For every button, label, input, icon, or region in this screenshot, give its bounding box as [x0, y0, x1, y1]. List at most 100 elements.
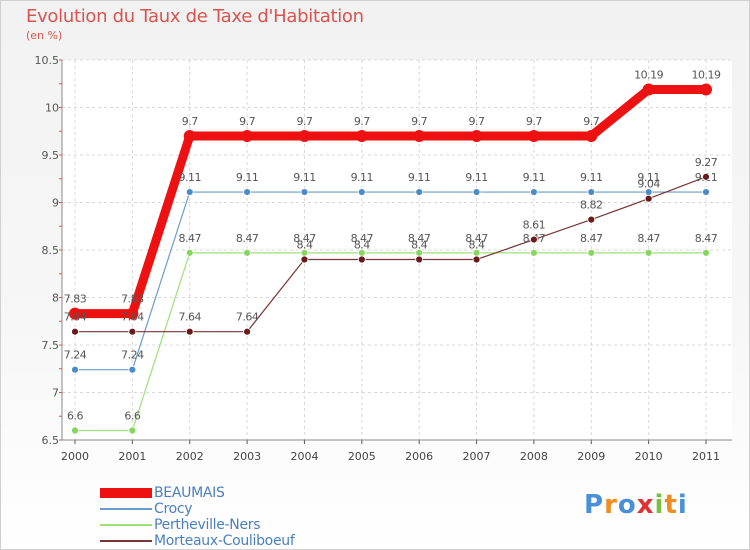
plot-area [62, 60, 732, 440]
data-label: 9.11 [408, 171, 431, 184]
x-tick-label: 2001 [118, 450, 146, 463]
data-label: 8.47 [236, 232, 259, 245]
logo-letter: i [677, 490, 688, 520]
data-point [413, 130, 426, 142]
y-tick-label: 9.5 [42, 149, 60, 162]
legend-label: Morteaux-Couliboeuf [154, 533, 295, 549]
series-line-0 [70, 84, 711, 319]
data-point [243, 248, 251, 257]
data-point [702, 188, 710, 196]
x-tick-label: 2007 [463, 450, 491, 463]
data-point [298, 130, 311, 142]
data-point [243, 188, 251, 196]
y-tick-label: 10.5 [35, 54, 60, 67]
data-point [128, 327, 137, 336]
data-point [185, 188, 194, 196]
legend-item: Crocy [100, 501, 340, 517]
data-point [470, 130, 483, 142]
data-label: 9.04 [637, 178, 660, 191]
data-label: 7.64 [64, 311, 87, 324]
data-label: 6.6 [67, 410, 83, 423]
x-tick-label: 2002 [176, 450, 204, 463]
legend-swatch [100, 540, 152, 542]
legend-swatch [100, 508, 152, 510]
data-point [185, 248, 194, 257]
y-tick-label: 6.5 [42, 434, 60, 447]
logo-letter: o [617, 490, 637, 520]
legend-swatch [100, 524, 152, 526]
data-label: 9.7 [469, 115, 485, 128]
data-label: 9.11 [523, 171, 546, 184]
data-point [71, 365, 79, 374]
data-point [126, 307, 139, 320]
y-tick-label: 9 [52, 197, 59, 210]
y-tick-label: 7.5 [42, 339, 60, 352]
data-label: 7.64 [236, 311, 259, 324]
data-point [642, 83, 655, 96]
legend-item: BEAUMAIS [100, 485, 340, 501]
legend-label: Pertheville-Ners [154, 517, 261, 533]
data-label: 9.11 [236, 171, 259, 184]
data-point [71, 327, 79, 336]
data-label: 7.24 [121, 349, 144, 362]
data-point [185, 327, 194, 336]
data-label: 9.27 [695, 156, 718, 169]
data-label: 7.64 [178, 311, 201, 324]
data-label: 9.11 [637, 171, 660, 184]
data-label: 8.47 [580, 232, 603, 245]
y-tick-label: 10 [45, 102, 59, 115]
data-label: 8.4 [296, 239, 312, 252]
data-label: 9.11 [178, 171, 201, 184]
legend-swatch [100, 488, 152, 498]
data-label: 9.11 [465, 171, 488, 184]
x-tick-label: 2000 [61, 450, 89, 463]
y-tick-label: 8 [52, 292, 59, 305]
logo-letter: P [584, 490, 605, 520]
data-label: 8.4 [411, 239, 427, 252]
data-point [183, 130, 196, 142]
legend-item: Morteaux-Couliboeuf [100, 533, 340, 549]
data-label: 9.11 [580, 171, 603, 184]
data-point [587, 188, 596, 196]
data-label: 9.7 [296, 115, 312, 128]
x-tick-label: 2009 [577, 450, 605, 463]
data-label: 7.24 [64, 349, 87, 362]
data-label: 6.6 [124, 410, 140, 423]
data-label: 10.19 [634, 68, 663, 81]
data-label: 8.4 [469, 239, 485, 252]
data-label: 7.83 [121, 293, 144, 306]
legend-item: Pertheville-Ners [100, 517, 340, 533]
data-point [472, 255, 481, 264]
data-point [530, 188, 538, 196]
x-tick-label: 2004 [290, 450, 318, 463]
logo-letter: x [636, 490, 655, 520]
data-label: 8.61 [523, 219, 546, 232]
x-tick-label: 2010 [635, 450, 663, 463]
data-point [300, 188, 309, 196]
data-point [702, 172, 710, 181]
data-label: 8.47 [351, 232, 374, 245]
logo-letter: i [654, 490, 665, 520]
data-point [702, 248, 710, 257]
data-label: 9.11 [351, 171, 374, 184]
data-label: 8.47 [465, 232, 488, 245]
data-point [241, 130, 254, 142]
data-point [587, 248, 596, 257]
legend: BEAUMAIS Crocy Pertheville-Ners Morteaux… [100, 485, 340, 549]
data-point [587, 215, 596, 224]
legend-label: BEAUMAIS [154, 485, 225, 501]
data-label: 8.47 [293, 232, 316, 245]
proxiti-logo: Proxiti [584, 490, 688, 520]
data-label: 8.82 [580, 199, 603, 212]
data-point [128, 365, 137, 374]
data-point [357, 188, 366, 196]
data-label: 9.7 [411, 115, 427, 128]
data-point [415, 255, 424, 264]
data-point [644, 248, 653, 257]
data-point [300, 255, 309, 264]
data-label: 8.47 [695, 232, 718, 245]
data-label: 7.83 [64, 293, 87, 306]
data-point [128, 426, 137, 435]
data-point [69, 307, 81, 320]
